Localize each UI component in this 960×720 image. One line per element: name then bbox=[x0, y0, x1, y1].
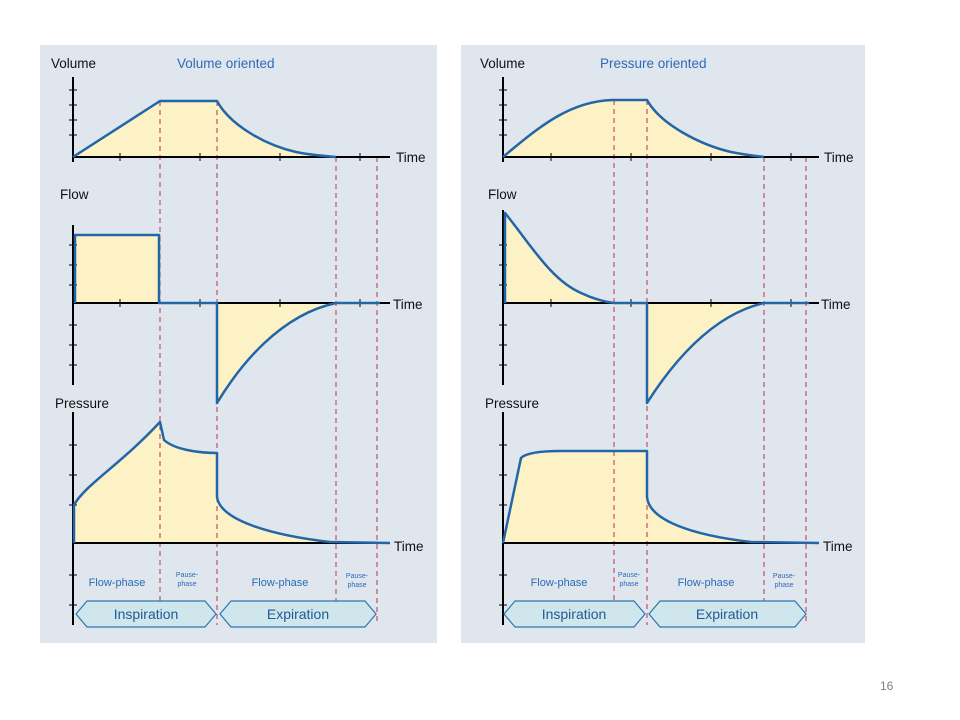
flow-axis-label: Flow bbox=[60, 187, 89, 202]
pressure-curve bbox=[501, 449, 820, 545]
pressure-axis-label: Pressure bbox=[485, 396, 539, 411]
inspiration-arrow bbox=[503, 600, 646, 628]
pressure-oriented-diagram: Volume Pressure oriented Time Flow Time … bbox=[480, 56, 854, 628]
inspiration-label: Inspiration bbox=[542, 606, 607, 622]
phase-label-pause: phase bbox=[619, 581, 638, 588]
phase-label-flow: Flow-phase bbox=[531, 577, 588, 589]
pressure-axis-label: Pressure bbox=[55, 396, 109, 411]
pressure-curve-fill bbox=[74, 422, 388, 543]
pressure-curve-fill bbox=[503, 451, 811, 543]
phase-label-flow: Flow-phase bbox=[252, 577, 309, 589]
panel-title: Volume oriented bbox=[177, 56, 275, 71]
volume-oriented-panel: Volume Volume oriented Time Flow Time Pr… bbox=[40, 45, 437, 643]
inspiration-arrow bbox=[75, 600, 217, 628]
phase-dashed-lines bbox=[613, 100, 807, 625]
inspiration-label: Inspiration bbox=[114, 606, 179, 622]
volume-curve bbox=[72, 99, 337, 159]
phase-label-pause: Pause- bbox=[618, 572, 641, 579]
flow-curve bbox=[503, 211, 809, 405]
waveform-curves bbox=[501, 98, 820, 545]
phase-label-pause: Pause- bbox=[176, 572, 199, 579]
phase-dashed-lines bbox=[159, 101, 378, 625]
phase-label-flow: Flow-phase bbox=[89, 577, 146, 589]
panel-title: Pressure oriented bbox=[600, 56, 707, 71]
volume-curve-fill bbox=[73, 101, 335, 157]
volume-axis-label: Volume bbox=[480, 56, 525, 71]
expiration-label: Expiration bbox=[696, 606, 758, 622]
volume-oriented-diagram: Volume Volume oriented Time Flow Time Pr… bbox=[51, 56, 426, 628]
flow-axis-label: Flow bbox=[488, 187, 517, 202]
flow-expiration-fill bbox=[217, 303, 335, 403]
flow-inspiration-fill bbox=[75, 235, 159, 303]
pressure-oriented-panel: Volume Pressure oriented Time Flow Time … bbox=[461, 45, 865, 643]
expiration-arrow bbox=[648, 600, 807, 628]
flow-inspiration-fill bbox=[505, 213, 613, 303]
flow-curve bbox=[73, 233, 380, 405]
time-axis-label: Time bbox=[821, 297, 851, 312]
phase-label-pause: Pause- bbox=[773, 573, 796, 580]
waveform-curves bbox=[72, 99, 391, 545]
time-axis-label: Time bbox=[393, 297, 423, 312]
expiration-arrow bbox=[219, 600, 377, 628]
phase-label-pause: Pause- bbox=[346, 573, 369, 580]
phase-label-flow: Flow-phase bbox=[678, 577, 735, 589]
phase-label-pause: phase bbox=[177, 581, 196, 588]
phase-label-pause: phase bbox=[347, 582, 366, 589]
flow-expiration-fill bbox=[647, 303, 763, 403]
page-number: 16 bbox=[880, 679, 894, 693]
time-axis-label: Time bbox=[823, 539, 853, 554]
volume-curve-fill bbox=[503, 100, 763, 157]
time-axis-label: Time bbox=[396, 150, 426, 165]
time-axis-label: Time bbox=[394, 539, 424, 554]
pressure-curve bbox=[72, 420, 391, 545]
expiration-label: Expiration bbox=[267, 606, 329, 622]
phase-label-pause: phase bbox=[774, 582, 793, 589]
volume-axis-label: Volume bbox=[51, 56, 96, 71]
time-axis-label: Time bbox=[824, 150, 854, 165]
axis-ticks bbox=[499, 89, 792, 606]
volume-curve bbox=[502, 98, 765, 159]
